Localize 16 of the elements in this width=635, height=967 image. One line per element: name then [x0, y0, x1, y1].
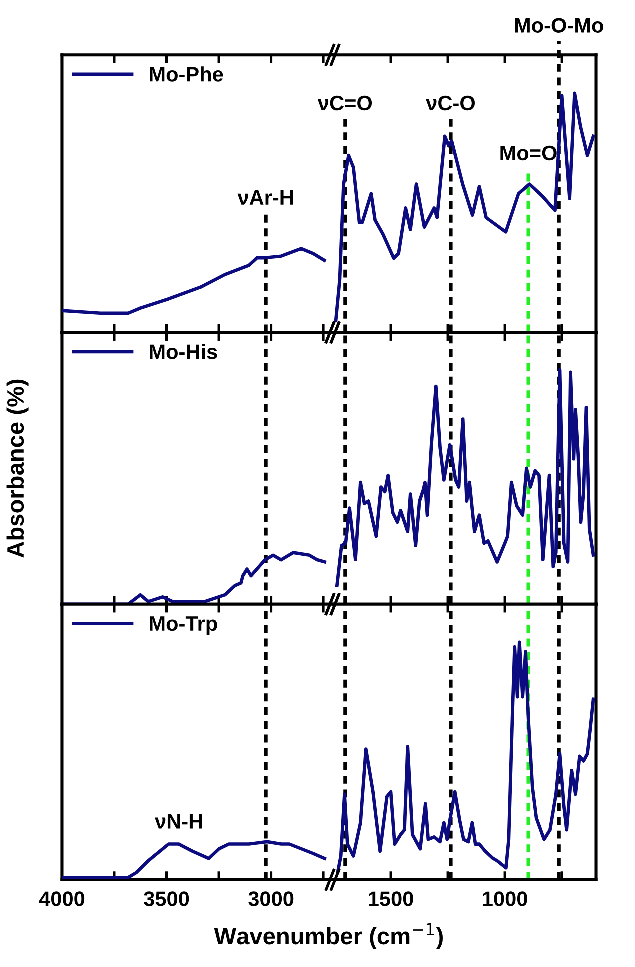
- x-tick-label: 3000: [248, 892, 294, 906]
- ref-line-label: Mo-O-Mo: [515, 18, 604, 33]
- x-tick-label: 1500: [369, 892, 414, 906]
- ref-line-label: νC=O: [318, 96, 372, 111]
- legend-label: Mo-Trp: [150, 616, 218, 636]
- x-tick-label: 4000: [39, 892, 85, 906]
- x-tick-label: 1000: [483, 892, 528, 906]
- ref-line-label: νC-O: [426, 96, 476, 111]
- legend-label: Mo-Phe: [150, 66, 224, 82]
- annotation: νN-H: [155, 814, 202, 829]
- ref-line-label: νAr-H: [238, 190, 294, 205]
- ref-line-label: Mo=O: [500, 146, 557, 161]
- x-tick-label: 3500: [144, 892, 190, 906]
- x-axis-title: Wavenumber (cm$^{−1}$): [214, 923, 443, 950]
- legend-label: Mo-His: [150, 344, 218, 360]
- y-axis-title: Absorbance (%): [6, 380, 29, 558]
